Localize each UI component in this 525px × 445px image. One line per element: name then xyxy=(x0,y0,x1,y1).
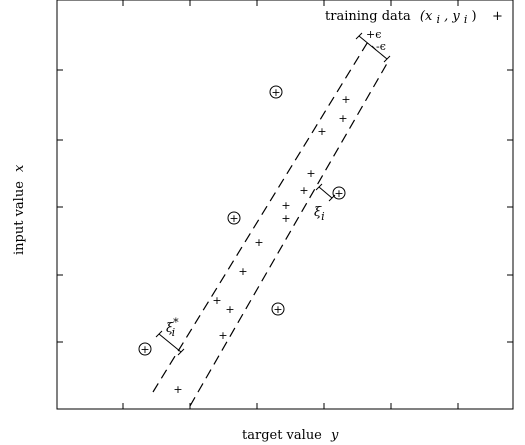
data-point: + xyxy=(212,294,221,307)
epsilon-annotation: +ϵ -ϵ xyxy=(355,28,391,63)
outlier-circle xyxy=(227,211,241,225)
data-point: + xyxy=(299,184,308,197)
xi-star-bracket xyxy=(158,333,182,353)
legend-close-paren: ) xyxy=(472,9,477,24)
legend: training data (x i , y i ) + xyxy=(325,9,503,27)
training-data-points: ++++++++++++++++++ xyxy=(138,85,351,396)
x-axis-variable: y xyxy=(330,428,339,443)
data-point: + xyxy=(271,86,280,99)
xi-star-cap xyxy=(177,348,185,356)
legend-training-data-text: training data xyxy=(325,9,411,24)
x-axis-label-text: target value xyxy=(242,428,322,443)
y-axis-label-text: input value xyxy=(12,181,27,255)
legend-x-subscript: i xyxy=(436,13,440,26)
outlier-circle xyxy=(269,85,283,99)
minus-epsilon-label: -ϵ xyxy=(376,40,386,53)
data-point: + xyxy=(254,236,263,249)
data-point: + xyxy=(273,303,282,316)
xi-label: ξi xyxy=(314,205,325,223)
data-point: + xyxy=(338,112,347,125)
plus-epsilon-label: +ϵ xyxy=(366,28,381,41)
xi-star-annotation: ξ* i xyxy=(155,316,185,356)
lower-epsilon-boundary xyxy=(189,59,390,407)
y-axis-label: input value x xyxy=(12,164,27,255)
data-point: + xyxy=(317,125,326,138)
outlier-circle xyxy=(138,342,152,356)
legend-label: training data (x i , y i ) xyxy=(325,9,477,27)
xi-cap xyxy=(315,183,323,191)
data-point: + xyxy=(281,199,290,212)
xi-star-symbol: ξ xyxy=(166,321,174,336)
data-point: + xyxy=(229,212,238,225)
data-point: + xyxy=(281,212,290,225)
data-point: + xyxy=(173,383,182,396)
data-point: + xyxy=(140,343,149,356)
legend-plus-marker: + xyxy=(492,9,503,24)
legend-x-variable: (x xyxy=(420,9,433,24)
data-point: + xyxy=(238,265,247,278)
outlier-circle xyxy=(332,186,346,200)
epsilon-cap xyxy=(355,32,363,40)
upper-epsilon-boundary xyxy=(152,39,370,393)
outlier-circle xyxy=(271,302,285,316)
epsilon-cap xyxy=(383,55,391,63)
xi-star-label: ξ* i xyxy=(166,316,179,339)
xi-star-superscript: * xyxy=(173,316,179,329)
data-point: + xyxy=(334,187,343,200)
data-point: + xyxy=(341,93,350,106)
xi-star-cap xyxy=(155,330,163,338)
data-point: + xyxy=(218,329,227,342)
y-axis-variable: x xyxy=(12,164,27,172)
data-point: + xyxy=(306,167,315,180)
legend-y-subscript: i xyxy=(464,13,468,26)
data-point: + xyxy=(225,303,234,316)
xi-star-subscript: i xyxy=(172,326,176,339)
xi-subscript: i xyxy=(321,210,325,223)
legend-y-variable: , y xyxy=(444,9,460,24)
xi-bracket xyxy=(318,186,333,199)
x-axis-label: target value y xyxy=(242,428,339,443)
xi-symbol: ξ xyxy=(314,205,322,220)
plot-frame xyxy=(56,0,514,410)
epsilon-mid-tick xyxy=(371,45,377,51)
